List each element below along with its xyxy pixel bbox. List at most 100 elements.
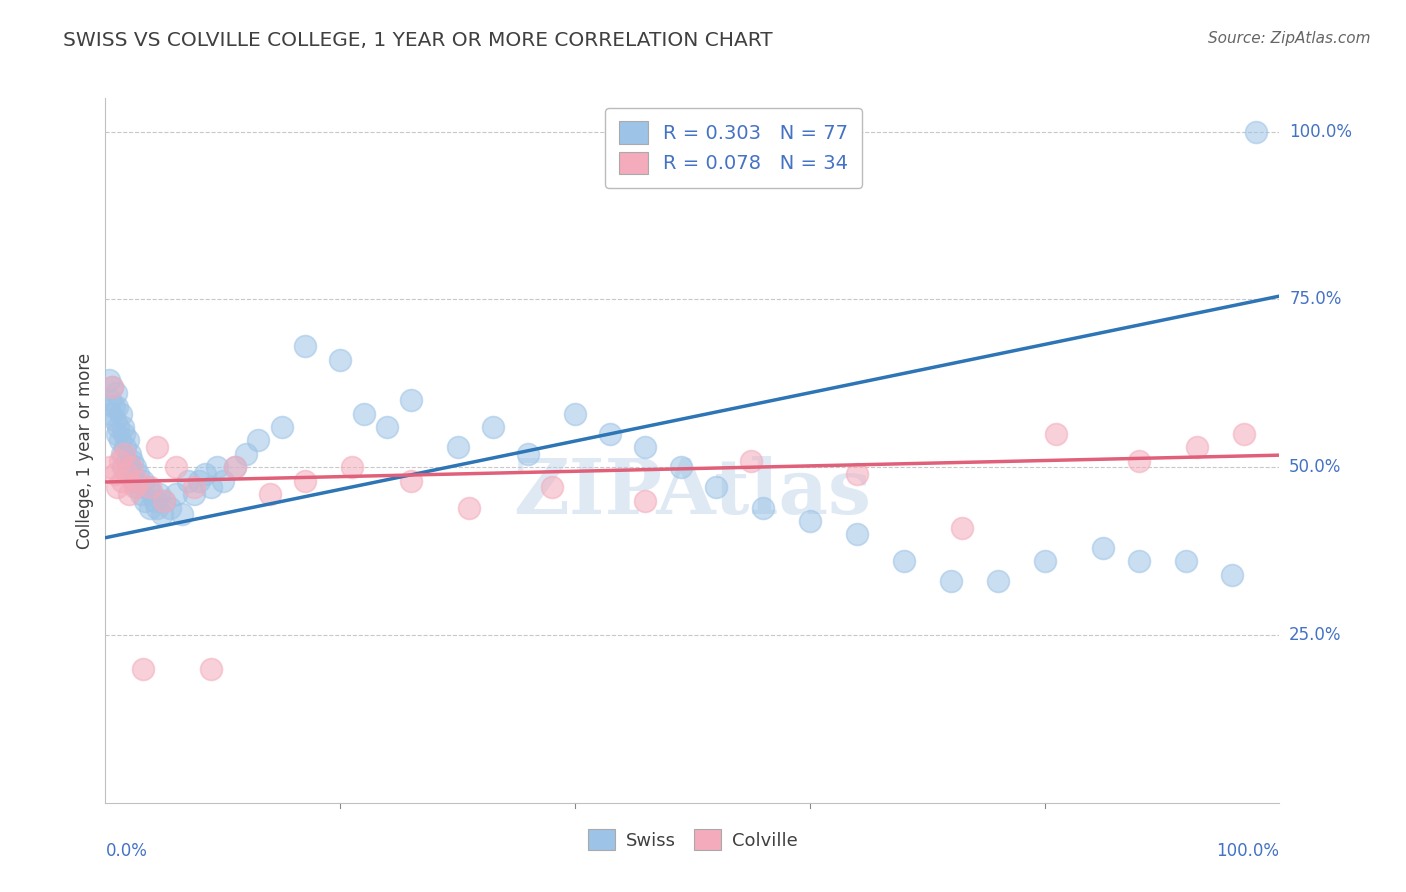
Point bbox=[176, 474, 198, 488]
Point bbox=[105, 480, 128, 494]
Point bbox=[118, 487, 141, 501]
Point bbox=[458, 500, 481, 515]
Point bbox=[188, 474, 211, 488]
Point bbox=[247, 434, 270, 448]
Point bbox=[205, 460, 228, 475]
Point bbox=[845, 467, 868, 481]
Point bbox=[112, 447, 135, 461]
Point bbox=[1187, 440, 1209, 454]
Text: 50.0%: 50.0% bbox=[1289, 458, 1341, 476]
Text: ZIPAtlas: ZIPAtlas bbox=[513, 456, 872, 530]
Point bbox=[704, 480, 727, 494]
Point bbox=[399, 393, 422, 408]
Point bbox=[111, 447, 134, 461]
Text: 100.0%: 100.0% bbox=[1289, 123, 1353, 141]
Point bbox=[1222, 567, 1244, 582]
Point bbox=[139, 480, 162, 494]
Point bbox=[104, 467, 127, 481]
Legend: Swiss, Colville: Swiss, Colville bbox=[581, 822, 804, 857]
Point bbox=[845, 527, 868, 541]
Point bbox=[127, 467, 149, 481]
Point bbox=[159, 500, 181, 515]
Text: 75.0%: 75.0% bbox=[1289, 291, 1341, 309]
Point bbox=[103, 400, 125, 414]
Point bbox=[939, 574, 962, 589]
Point bbox=[170, 507, 193, 521]
Point bbox=[399, 474, 422, 488]
Point bbox=[224, 460, 246, 475]
Point bbox=[1128, 453, 1150, 467]
Point bbox=[669, 460, 692, 475]
Point bbox=[799, 514, 821, 528]
Point bbox=[153, 493, 176, 508]
Text: 25.0%: 25.0% bbox=[1289, 626, 1341, 644]
Point bbox=[120, 460, 142, 475]
Point bbox=[183, 487, 205, 501]
Point bbox=[1092, 541, 1115, 555]
Point bbox=[101, 380, 124, 394]
Point bbox=[1045, 426, 1067, 441]
Point bbox=[211, 474, 233, 488]
Point bbox=[146, 440, 169, 454]
Point bbox=[540, 480, 562, 494]
Point bbox=[1033, 554, 1056, 568]
Point bbox=[112, 426, 135, 441]
Point bbox=[111, 474, 134, 488]
Point bbox=[121, 453, 143, 467]
Point bbox=[108, 434, 131, 448]
Point bbox=[105, 426, 128, 441]
Text: 100.0%: 100.0% bbox=[1216, 841, 1279, 860]
Point bbox=[120, 447, 142, 461]
Point bbox=[150, 507, 173, 521]
Point bbox=[165, 487, 187, 501]
Point bbox=[340, 460, 363, 475]
Point bbox=[98, 460, 121, 475]
Point bbox=[112, 420, 135, 434]
Point bbox=[146, 500, 169, 515]
Point bbox=[259, 487, 281, 501]
Point bbox=[235, 447, 257, 461]
Point bbox=[115, 453, 138, 467]
Point bbox=[115, 467, 138, 481]
Point bbox=[114, 440, 136, 454]
Point bbox=[1174, 554, 1197, 568]
Point bbox=[224, 460, 246, 475]
Text: SWISS VS COLVILLE COLLEGE, 1 YEAR OR MORE CORRELATION CHART: SWISS VS COLVILLE COLLEGE, 1 YEAR OR MOR… bbox=[63, 31, 773, 50]
Point bbox=[517, 447, 540, 461]
Point bbox=[136, 480, 159, 494]
Point bbox=[117, 434, 139, 448]
Point bbox=[740, 453, 762, 467]
Y-axis label: College, 1 year or more: College, 1 year or more bbox=[76, 352, 94, 549]
Point bbox=[634, 493, 657, 508]
Point bbox=[447, 440, 470, 454]
Point bbox=[1128, 554, 1150, 568]
Point bbox=[134, 493, 156, 508]
Point bbox=[127, 474, 149, 488]
Point bbox=[100, 407, 122, 421]
Point bbox=[120, 467, 142, 481]
Text: Source: ZipAtlas.com: Source: ZipAtlas.com bbox=[1208, 31, 1371, 46]
Point bbox=[564, 407, 586, 421]
Point bbox=[105, 386, 128, 401]
Point bbox=[482, 420, 505, 434]
Point bbox=[107, 420, 129, 434]
Point bbox=[1244, 125, 1267, 139]
Point bbox=[270, 420, 292, 434]
Point bbox=[153, 493, 176, 508]
Point bbox=[752, 500, 775, 515]
Point bbox=[110, 407, 132, 421]
Point bbox=[1233, 426, 1256, 441]
Point bbox=[118, 460, 141, 475]
Point bbox=[987, 574, 1010, 589]
Point bbox=[122, 474, 145, 488]
Point bbox=[101, 380, 124, 394]
Point bbox=[353, 407, 375, 421]
Point bbox=[329, 352, 352, 367]
Point bbox=[132, 474, 155, 488]
Point bbox=[98, 393, 121, 408]
Point bbox=[194, 467, 217, 481]
Point bbox=[127, 480, 149, 494]
Point bbox=[294, 474, 316, 488]
Point bbox=[104, 413, 127, 427]
Point bbox=[148, 487, 170, 501]
